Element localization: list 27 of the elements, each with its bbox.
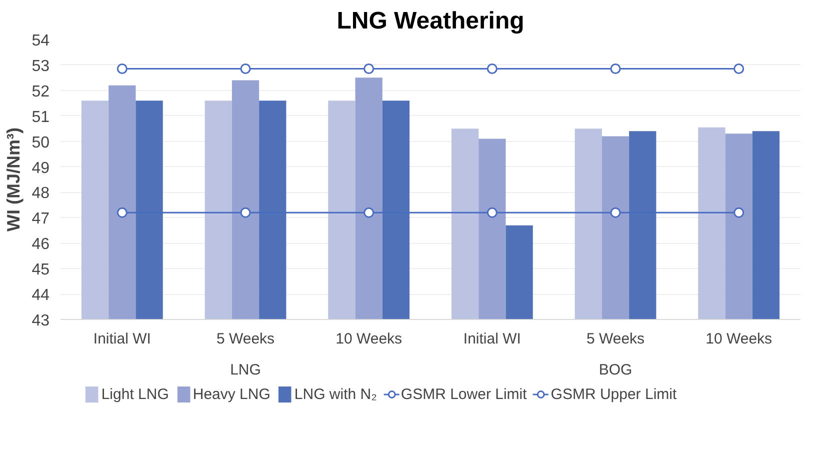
y-tick-label: 48: [32, 185, 50, 202]
x-tick-label: Initial WI: [93, 330, 151, 348]
y-tick-label: 44: [32, 287, 50, 304]
y-tick-label: 54: [32, 32, 50, 50]
legend-label: LNG with N₂: [294, 386, 377, 402]
y-tick-label: 47: [32, 210, 50, 228]
y-tick-label: 52: [32, 83, 50, 100]
x-tick-label: 10 Weeks: [336, 330, 402, 348]
y-tick-label: 45: [32, 262, 50, 279]
x-tick-label: 10 Weeks: [706, 330, 772, 348]
x-tick-label: 5 Weeks: [216, 330, 275, 348]
y-tick-label: 43: [32, 312, 50, 330]
y-tick-label: 51: [32, 108, 50, 126]
text: BOG: [598, 362, 632, 378]
text: LNG: [230, 362, 261, 378]
y-axis-title: WI (MJ/Nm³): [4, 128, 24, 232]
x-tick-label: 5 Weeks: [586, 330, 645, 348]
legend-label: GSMR Upper Limit: [550, 386, 677, 402]
y-tick-label: 53: [32, 58, 50, 75]
chart-title: LNG Weathering: [336, 8, 524, 34]
legend-label: Heavy LNG: [192, 386, 270, 402]
y-tick-label: 49: [32, 160, 50, 177]
legend-label: GSMR Lower Limit: [400, 386, 527, 402]
y-tick-label: 46: [32, 236, 50, 254]
x-tick-label: Initial WI: [463, 330, 521, 348]
legend-label: Light LNG: [101, 386, 169, 402]
y-tick-label: 50: [32, 134, 50, 152]
